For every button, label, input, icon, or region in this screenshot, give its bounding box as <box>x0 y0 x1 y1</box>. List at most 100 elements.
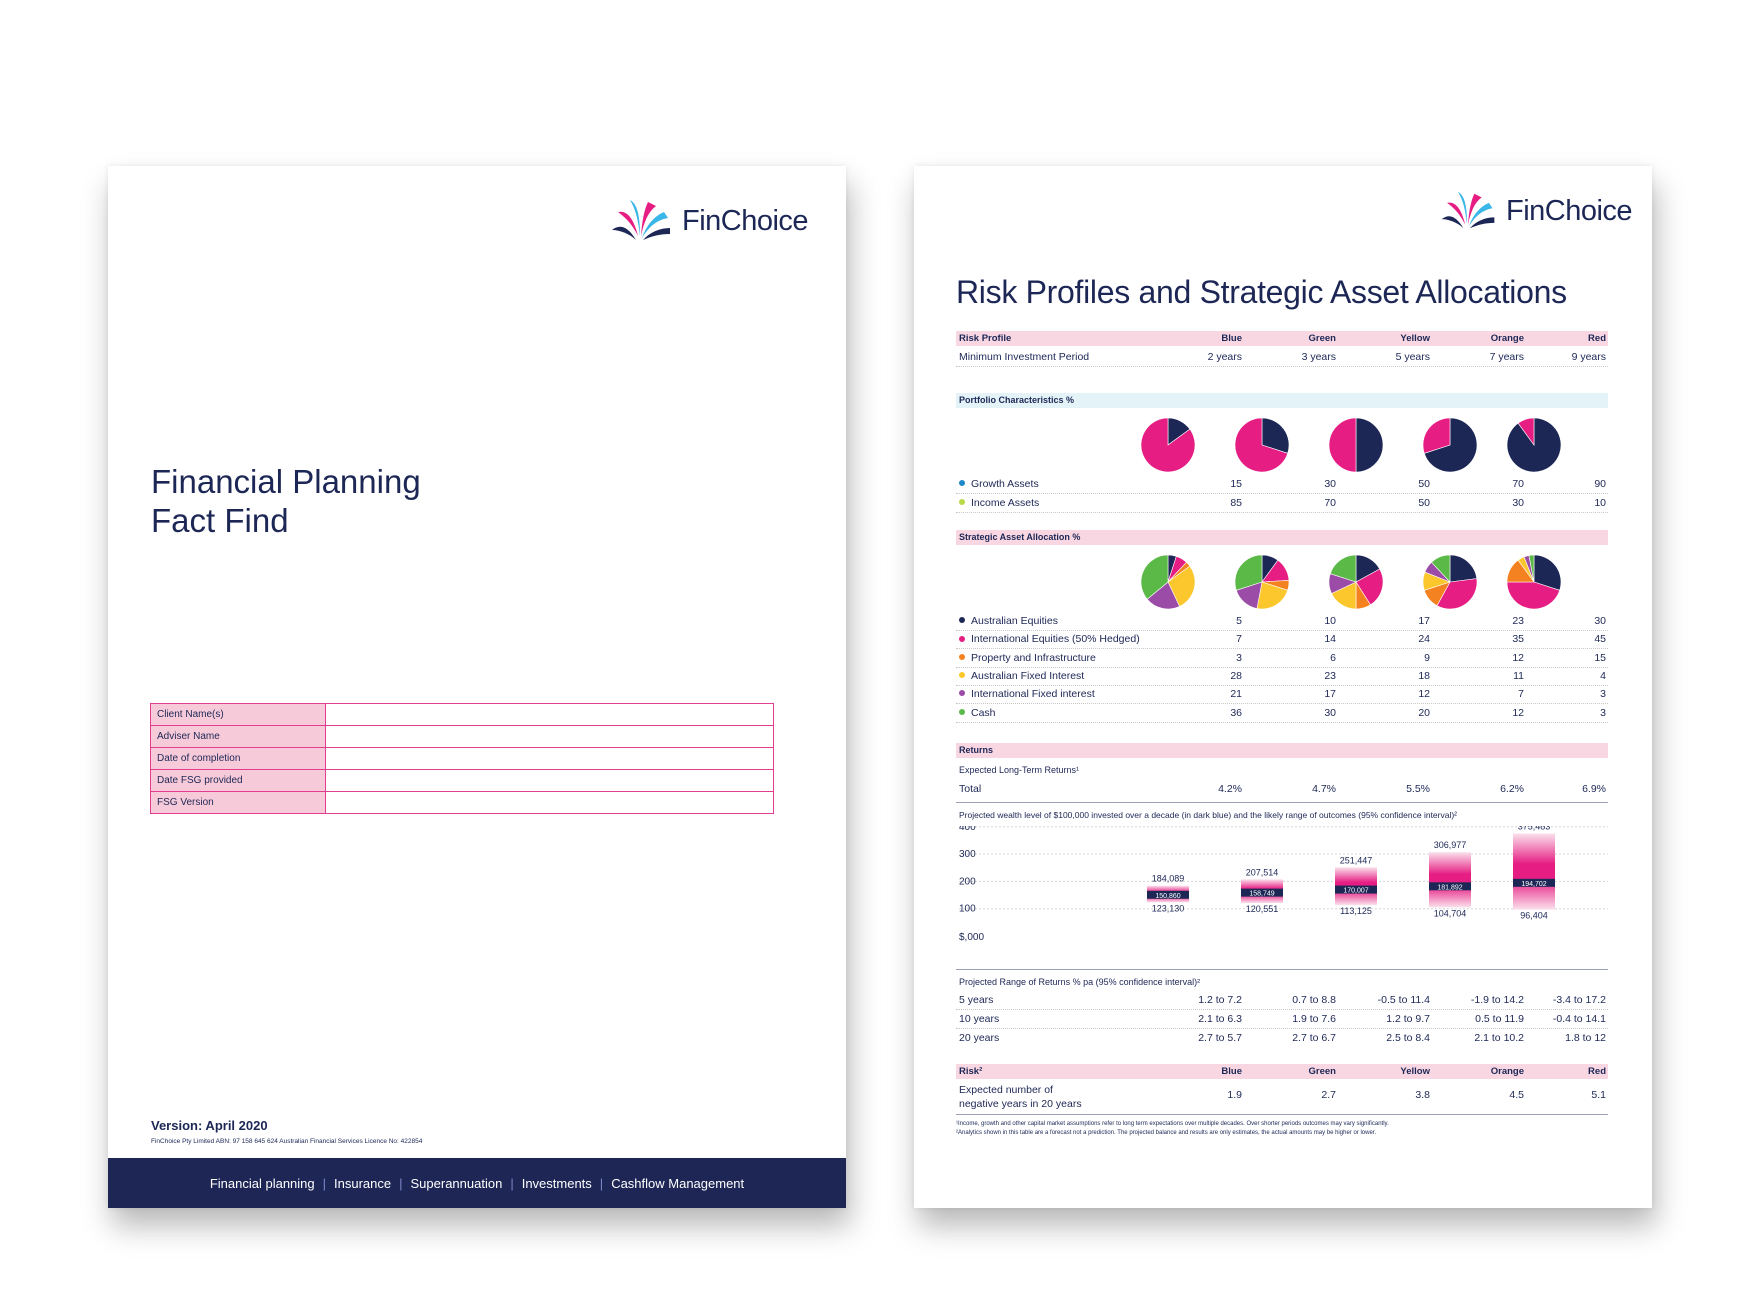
cell: 10 <box>1324 615 1336 627</box>
pie-slice <box>1140 554 1169 600</box>
cell: -3.4 to 17.2 <box>1552 994 1606 1006</box>
legend-dot <box>959 690 965 697</box>
cell: 1.9 to 7.6 <box>1292 1013 1336 1025</box>
section-band <box>956 743 1608 758</box>
cell: 11 <box>1513 669 1524 682</box>
y-axis-zero-label: $,000 <box>959 932 984 943</box>
cell: 0.5 to 11.9 <box>1475 1013 1524 1025</box>
cell: 23 <box>1512 615 1524 627</box>
row-label: Growth Assets <box>959 478 1039 490</box>
cell: 6.2% <box>1500 783 1524 795</box>
form-label: Date FSG provided <box>150 769 326 792</box>
row-label-line-1: Expected number of <box>959 1084 1053 1096</box>
risk-header: Risk² Blue Green Yellow Orange Red <box>956 1064 1608 1079</box>
footer-separator: | <box>510 1175 514 1191</box>
median-band <box>1335 885 1377 894</box>
legend-dot <box>959 480 965 487</box>
cell: 30 <box>1512 497 1524 509</box>
cell: 6.9% <box>1582 783 1606 795</box>
cell: 30 <box>1594 615 1606 627</box>
cell: 45 <box>1594 633 1606 646</box>
cell: 4.2% <box>1218 783 1242 795</box>
client-name-field[interactable] <box>325 703 774 726</box>
label-text: Cash <box>971 706 996 719</box>
cell: 3 <box>1600 706 1606 719</box>
fsg-version-field[interactable] <box>325 791 774 814</box>
cell: 30 <box>1324 478 1336 490</box>
pie-slice <box>1167 565 1196 607</box>
profile-orange: Orange <box>1490 1066 1524 1077</box>
allocation-row: Cash 36 30 20 12 3 <box>956 705 1608 723</box>
row-label: International Equities (50% Hedged) <box>959 633 1140 645</box>
cell: 9 <box>1424 651 1430 664</box>
form-row: Date FSG provided <box>150 769 774 792</box>
cell: 3.8 <box>1415 1089 1430 1101</box>
footer-link-cashflow-management[interactable]: Cashflow Management <box>611 1175 745 1191</box>
pie-slice <box>1533 554 1562 591</box>
cell: 1.9 <box>1227 1089 1242 1101</box>
cell: 3 <box>1236 651 1242 664</box>
pie-slice <box>1261 417 1290 454</box>
cell: 5.1 <box>1591 1089 1606 1101</box>
cell: 50 <box>1418 497 1430 509</box>
form-label: Date of completion <box>150 747 326 770</box>
cell: 5 <box>1236 615 1242 627</box>
cell: 12 <box>1512 706 1524 719</box>
row-label-line-2: negative years in 20 years <box>959 1098 1082 1110</box>
label-text: Property and Infrastructure <box>971 651 1096 664</box>
footer-separator: | <box>322 1175 327 1191</box>
strategic-allocation-pies <box>1140 554 1562 610</box>
footnote-2: ²Analytics shown in this table are a for… <box>956 1130 1377 1136</box>
footer-link-financial-planning[interactable]: Financial planning <box>209 1175 315 1191</box>
risk-profiles-page: FinChoice Risk Profiles and Strategic As… <box>914 166 1652 1208</box>
finchoice-logo-icon <box>612 200 670 240</box>
adviser-name-field[interactable] <box>325 725 774 748</box>
date-fsg-provided-field[interactable] <box>325 769 774 792</box>
cell: 1.2 to 7.2 <box>1198 994 1242 1006</box>
cell: 28 <box>1230 669 1242 682</box>
cell: 14 <box>1324 633 1336 646</box>
pie-slice <box>1234 417 1289 473</box>
date-of-completion-field[interactable] <box>325 747 774 770</box>
section-title: Returns <box>959 745 994 755</box>
projection-title: Projected wealth level of $100,000 inves… <box>959 810 1458 820</box>
cell: 12 <box>1418 688 1430 701</box>
cell: 15 <box>1594 651 1606 664</box>
fact-find-cover-page: FinChoice Financial Planning Fact Find C… <box>108 166 846 1208</box>
risk-label: Risk² <box>959 1066 983 1077</box>
projection-chart: 400 300 200 100 $,000 184,089 150,860 123,130 20… <box>959 826 1608 943</box>
finchoice-logo-icon <box>1441 191 1495 229</box>
footer-bar: Financial planning | Insurance | Superan… <box>108 1158 846 1208</box>
low-value-label: 96,404 <box>1520 911 1548 921</box>
cell: 50 <box>1418 478 1430 490</box>
profile-blue: Blue <box>1221 1066 1242 1077</box>
allocation-row: Australian Fixed Interest 28 23 18 11 4 <box>956 668 1608 686</box>
row-label: 10 years <box>959 1013 1000 1025</box>
y-tick-label: 100 <box>959 904 976 915</box>
form-row: Client Name(s) <box>150 703 774 726</box>
cell: 90 <box>1594 478 1606 490</box>
footer-link-superannuation[interactable]: Superannuation <box>410 1175 503 1191</box>
cell: 2 years <box>1207 351 1242 363</box>
total-returns-row: Total 4.2% 4.7% 5.5% 6.2% 6.9% <box>956 781 1608 798</box>
footer-link-investments[interactable]: Investments <box>521 1175 592 1191</box>
footer-link-insurance[interactable]: Insurance <box>334 1175 392 1191</box>
pie-slice <box>1146 581 1180 610</box>
divider <box>956 969 1608 970</box>
cell: 21 <box>1230 688 1242 701</box>
range-row: 5 years 1.2 to 7.2 0.7 to 8.8 -0.5 to 11.4 -… <box>956 992 1608 1010</box>
label-text: International Fixed interest <box>971 688 1095 701</box>
form-label: FSG Version <box>150 791 326 814</box>
pie-slice <box>1517 417 1535 446</box>
cell: 2.7 to 5.7 <box>1198 1032 1242 1044</box>
pie-slice <box>1328 417 1357 473</box>
min-period-row: Minimum Investment Period 2 years 3 year… <box>956 349 1608 367</box>
allocation-row: International Equities (50% Hedged) 7 14 24… <box>956 631 1608 650</box>
cell: 18 <box>1418 669 1430 682</box>
cell: 0.7 to 8.8 <box>1292 994 1336 1006</box>
form-row: FSG Version <box>150 791 774 814</box>
cell: 24 <box>1418 633 1430 646</box>
mid-value-label: 150,860 <box>1155 893 1180 900</box>
cell: 10 <box>1594 497 1606 509</box>
median-band <box>1513 878 1555 887</box>
